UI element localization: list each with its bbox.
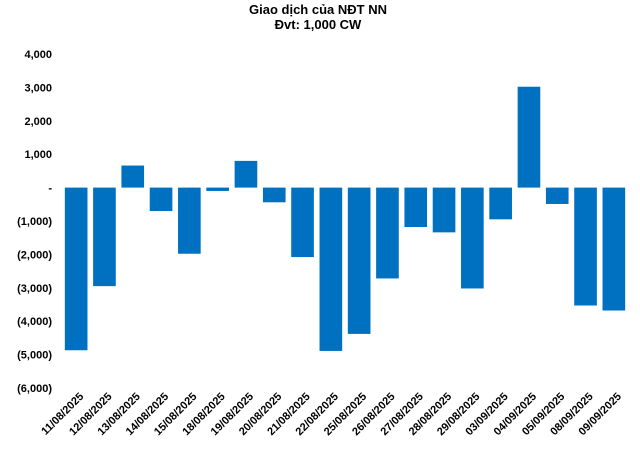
- y-tick-label: 4,000: [24, 49, 52, 61]
- y-axis: 4,000 3,000 2,000 1,000 - (1,000) (2,000) (3,00…: [17, 49, 52, 395]
- bar: [347, 187, 371, 334]
- y-tick-label: 2,000: [24, 116, 52, 128]
- bar: [404, 187, 428, 228]
- x-axis: 11/08/202512/08/202513/08/202514/08/2025…: [39, 391, 624, 438]
- y-tick-label: 3,000: [24, 82, 52, 94]
- y-tick-label: 1,000: [24, 149, 52, 161]
- bar: [121, 165, 145, 188]
- bar: [319, 187, 343, 351]
- y-tick-label: -: [48, 183, 52, 195]
- bar: [93, 187, 116, 287]
- bar: [461, 187, 484, 289]
- y-tick-label: (3,000): [17, 283, 52, 295]
- bar: [602, 187, 626, 311]
- bar: [574, 187, 597, 306]
- bar: [178, 187, 201, 254]
- bar: [262, 187, 286, 203]
- bar: [234, 160, 258, 188]
- bar: [432, 187, 456, 233]
- y-tick-label: (1,000): [17, 216, 52, 228]
- chart-subtitle: Đvt: 1,000 CW: [275, 17, 362, 32]
- bar: [376, 187, 399, 279]
- y-tick-label: (6,000): [17, 383, 52, 395]
- y-tick-label: (2,000): [17, 249, 52, 261]
- bar: [545, 187, 569, 204]
- bar: [206, 187, 229, 191]
- chart-title: Giao dịch của NĐT NN: [249, 2, 387, 17]
- bar: [291, 187, 314, 258]
- bar: [64, 187, 88, 351]
- bar: [489, 187, 512, 220]
- bars: [64, 86, 626, 351]
- y-tick-label: (5,000): [17, 350, 52, 362]
- bar: [149, 187, 173, 211]
- y-tick-label: (4,000): [17, 316, 52, 328]
- bar: [517, 86, 541, 188]
